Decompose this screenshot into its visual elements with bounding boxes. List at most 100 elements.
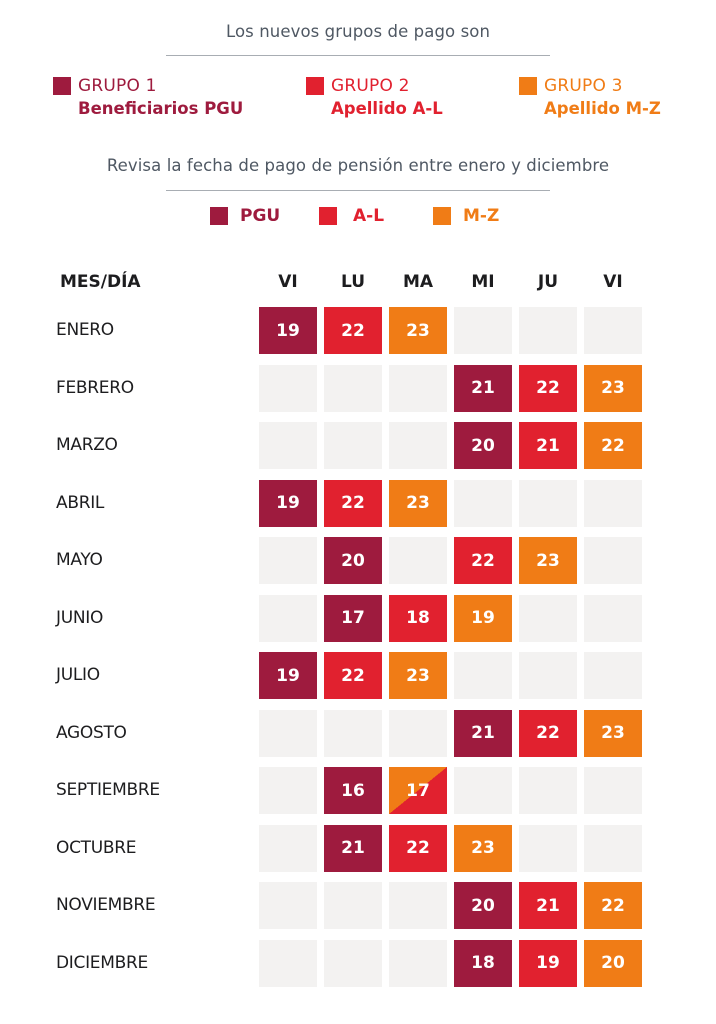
payment-day-cell: 22 xyxy=(454,537,512,584)
month-label-mayo: MAYO xyxy=(56,550,103,570)
payment-day-number: 23 xyxy=(601,378,625,398)
payment-day-number: 23 xyxy=(406,665,430,686)
payment-day-number: 22 xyxy=(341,320,365,341)
empty-day-cell xyxy=(324,882,382,929)
payment-day-number: 22 xyxy=(471,550,495,571)
payment-day-number: 22 xyxy=(536,723,560,743)
legend-pgu-swatch xyxy=(210,207,228,225)
empty-day-cell xyxy=(519,824,577,872)
payment-day-number: 23 xyxy=(406,320,430,341)
empty-day-cell xyxy=(584,594,642,642)
empty-day-cell xyxy=(454,479,512,527)
payment-day-number: 22 xyxy=(601,895,625,916)
payment-day-cell: 22 xyxy=(324,479,382,527)
empty-day-cell xyxy=(259,882,317,929)
payment-day-number: 19 xyxy=(276,320,300,341)
empty-day-cell xyxy=(389,939,447,987)
payment-day-cell: 20 xyxy=(454,882,512,929)
payment-day-number: 18 xyxy=(406,608,430,628)
payment-day-number: 20 xyxy=(341,550,365,571)
group-3-swatch xyxy=(519,77,537,95)
empty-day-cell xyxy=(324,709,382,757)
payment-day-cell: 17 xyxy=(389,767,447,814)
empty-day-cell xyxy=(389,422,447,469)
empty-day-cell xyxy=(259,824,317,872)
payment-day-number: 16 xyxy=(341,780,365,801)
group-1-subtitle: Beneficiarios PGU xyxy=(78,99,244,118)
legend-al-swatch xyxy=(319,207,337,225)
group-3-title: GRUPO 3 xyxy=(544,76,623,96)
empty-day-cell xyxy=(584,479,642,527)
empty-day-cell xyxy=(584,307,642,354)
payment-day-number: 21 xyxy=(471,723,495,743)
payment-day-cell: 23 xyxy=(389,307,447,354)
payment-day-cell: 19 xyxy=(454,594,512,642)
day-header-vi-1: VI xyxy=(278,272,298,292)
group-1-title: GRUPO 1 xyxy=(78,76,157,96)
table-corner-label: MES/DÍA xyxy=(60,272,141,292)
month-label-septiembre: SEPTIEMBRE xyxy=(56,780,160,800)
group-2-subtitle: Apellido A-L xyxy=(331,99,443,118)
group-2-swatch xyxy=(306,77,324,95)
payment-day-cell: 21 xyxy=(519,882,577,929)
empty-day-cell xyxy=(259,939,317,987)
month-label-noviembre: NOVIEMBRE xyxy=(56,895,156,915)
payment-day-cell: 21 xyxy=(324,824,382,872)
empty-day-cell xyxy=(259,537,317,584)
payment-day-number: 19 xyxy=(276,665,300,686)
calendar-subtitle: Revisa la fecha de pago de pensión entre… xyxy=(106,156,610,175)
payment-day-number: 20 xyxy=(601,953,625,973)
month-label-enero: ENERO xyxy=(56,320,114,340)
payment-day-number: 19 xyxy=(471,608,495,628)
payment-day-number: 20 xyxy=(471,435,495,456)
empty-day-cell xyxy=(389,709,447,757)
payment-day-number: 22 xyxy=(341,493,365,513)
payment-day-cell: 18 xyxy=(454,939,512,987)
payment-day-cell: 22 xyxy=(324,652,382,699)
payment-day-number: 23 xyxy=(406,493,430,513)
empty-day-cell xyxy=(389,537,447,584)
payment-day-cell: 22 xyxy=(389,824,447,872)
payment-day-number: 17 xyxy=(341,608,365,628)
payment-day-number: 19 xyxy=(276,493,300,513)
month-label-diciembre: DICIEMBRE xyxy=(56,952,148,973)
payment-day-cell: 18 xyxy=(389,594,447,642)
month-label-julio: JULIO xyxy=(56,665,100,685)
payment-day-cell: 23 xyxy=(519,537,577,584)
empty-day-cell xyxy=(259,767,317,814)
empty-day-cell xyxy=(259,709,317,757)
payment-day-cell: 23 xyxy=(389,652,447,699)
payment-day-number: 22 xyxy=(601,435,625,456)
payment-day-cell: 21 xyxy=(519,422,577,469)
payment-day-cell: 21 xyxy=(454,364,512,412)
empty-day-cell xyxy=(519,767,577,814)
payment-day-cell: 22 xyxy=(324,307,382,354)
empty-day-cell xyxy=(454,652,512,699)
month-label-agosto: AGOSTO xyxy=(56,722,127,743)
payment-day-cell: 23 xyxy=(389,479,447,527)
month-label-octubre: OCTUBRE xyxy=(56,837,137,858)
payment-day-cell: 22 xyxy=(584,422,642,469)
payment-day-number: 19 xyxy=(536,953,560,973)
group-2-title: GRUPO 2 xyxy=(331,76,410,96)
intro-divider xyxy=(166,55,550,56)
empty-day-cell xyxy=(584,767,642,814)
payment-day-cell: 16 xyxy=(324,767,382,814)
empty-day-cell xyxy=(519,307,577,354)
payment-day-cell: 19 xyxy=(259,652,317,699)
payment-day-cell: 22 xyxy=(519,709,577,757)
payment-day-cell: 17 xyxy=(324,594,382,642)
empty-day-cell xyxy=(454,307,512,354)
group-3-subtitle: Apellido M-Z xyxy=(544,99,661,118)
payment-day-cell: 23 xyxy=(584,364,642,412)
day-header-vi-2: VI xyxy=(603,272,623,292)
payment-day-number: 23 xyxy=(536,550,560,571)
day-header-lu: LU xyxy=(340,272,366,292)
empty-day-cell xyxy=(584,537,642,584)
payment-day-cell: 19 xyxy=(519,939,577,987)
payment-day-number: 22 xyxy=(341,665,365,686)
payment-day-number: 18 xyxy=(471,953,495,973)
empty-day-cell xyxy=(259,364,317,412)
month-label-marzo: MARZO xyxy=(56,435,118,455)
empty-day-cell xyxy=(324,422,382,469)
